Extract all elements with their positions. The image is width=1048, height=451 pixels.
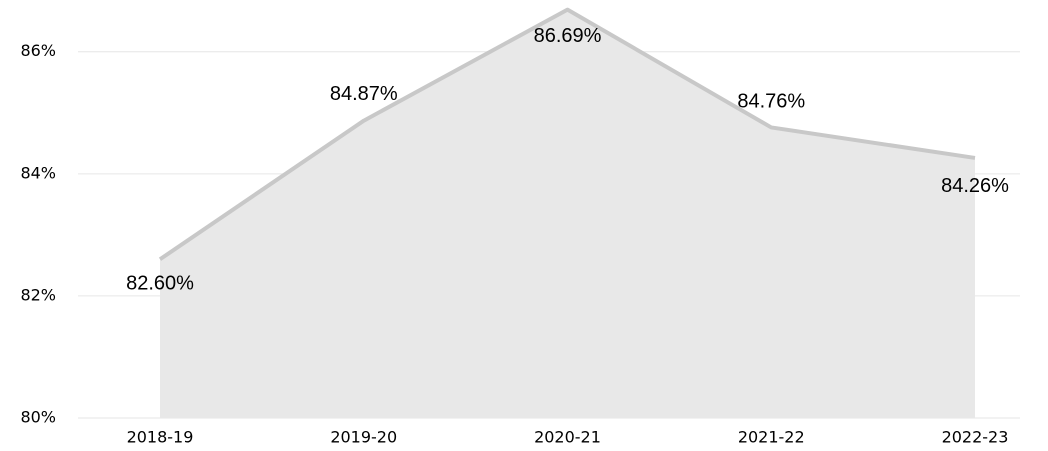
area: [160, 9, 975, 419]
data-label: 84.26%: [941, 175, 1009, 197]
y-tick-label: 86%: [20, 41, 56, 60]
y-tick-label: 80%: [20, 408, 56, 427]
line: [158, 7, 976, 261]
x-tick-label: 2022-23: [942, 428, 1009, 447]
x-tick-label: 2019-20: [330, 428, 397, 447]
x-tick-label: 2021-22: [738, 428, 805, 447]
data-label: 84.76%: [737, 91, 805, 113]
x-tick-label: 2018-19: [127, 428, 194, 447]
data-label: 82.60%: [126, 273, 194, 295]
data-label: 86.69%: [534, 25, 602, 47]
data-label: 84.87%: [330, 83, 398, 105]
x-tick-label: 2020-21: [534, 428, 601, 447]
y-tick-label: 82%: [20, 285, 56, 304]
y-tick-label: 84%: [20, 163, 56, 182]
